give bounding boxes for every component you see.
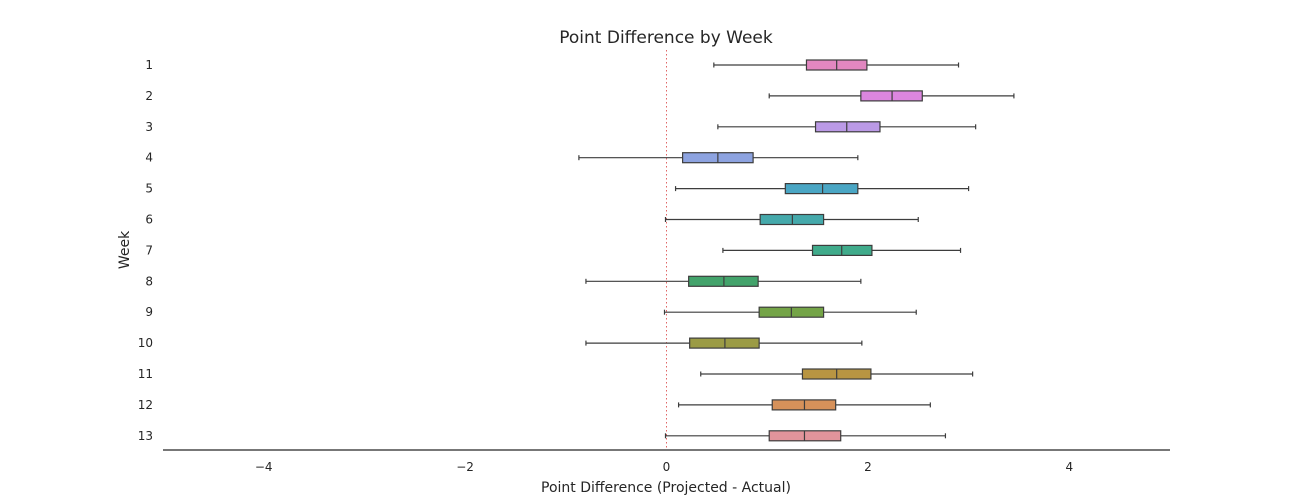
x-tick-label: 0	[663, 460, 671, 474]
boxes-layer	[578, 50, 1015, 450]
box-week-2	[768, 90, 1015, 102]
y-tick-label: 10	[138, 336, 153, 350]
y-tick-label: 9	[145, 305, 153, 319]
y-tick-label: 11	[138, 367, 153, 381]
y-axis-label: Week	[117, 230, 133, 269]
y-tick-label: 6	[145, 213, 153, 227]
chart-title: Point Difference by Week	[559, 28, 773, 48]
box-week-9	[663, 306, 917, 318]
y-tick-label: 8	[145, 274, 153, 288]
y-tick-label: 2	[145, 89, 153, 103]
box-week-13	[664, 430, 947, 442]
box-week-11	[700, 368, 974, 380]
box-week-1	[713, 59, 960, 71]
x-tick-label: 2	[864, 460, 872, 474]
iqr-box	[814, 121, 881, 133]
box-week-12	[677, 399, 931, 411]
x-tick-label: 4	[1065, 460, 1073, 474]
x-axis-label: Point Difference (Projected - Actual)	[541, 480, 791, 496]
box-week-10	[585, 337, 863, 349]
box-week-6	[664, 213, 919, 226]
box-week-5	[674, 183, 970, 195]
x-ticks-layer: −4 −2 0 2 4	[255, 460, 1073, 474]
y-tick-label: 1	[145, 58, 153, 72]
box-week-8	[585, 275, 862, 287]
y-tick-label: 13	[138, 429, 153, 443]
y-tick-label: 4	[145, 151, 153, 165]
y-tick-label: 7	[145, 243, 153, 257]
box-week-4	[578, 152, 859, 164]
box-week-7	[722, 244, 962, 256]
y-tick-label: 12	[138, 398, 153, 412]
box-week-3	[717, 121, 977, 133]
x-tick-label: −2	[456, 460, 474, 474]
iqr-box	[784, 183, 859, 195]
y-tick-label: 3	[145, 120, 153, 134]
x-tick-label: −4	[255, 460, 273, 474]
y-tick-label: 5	[145, 182, 153, 196]
